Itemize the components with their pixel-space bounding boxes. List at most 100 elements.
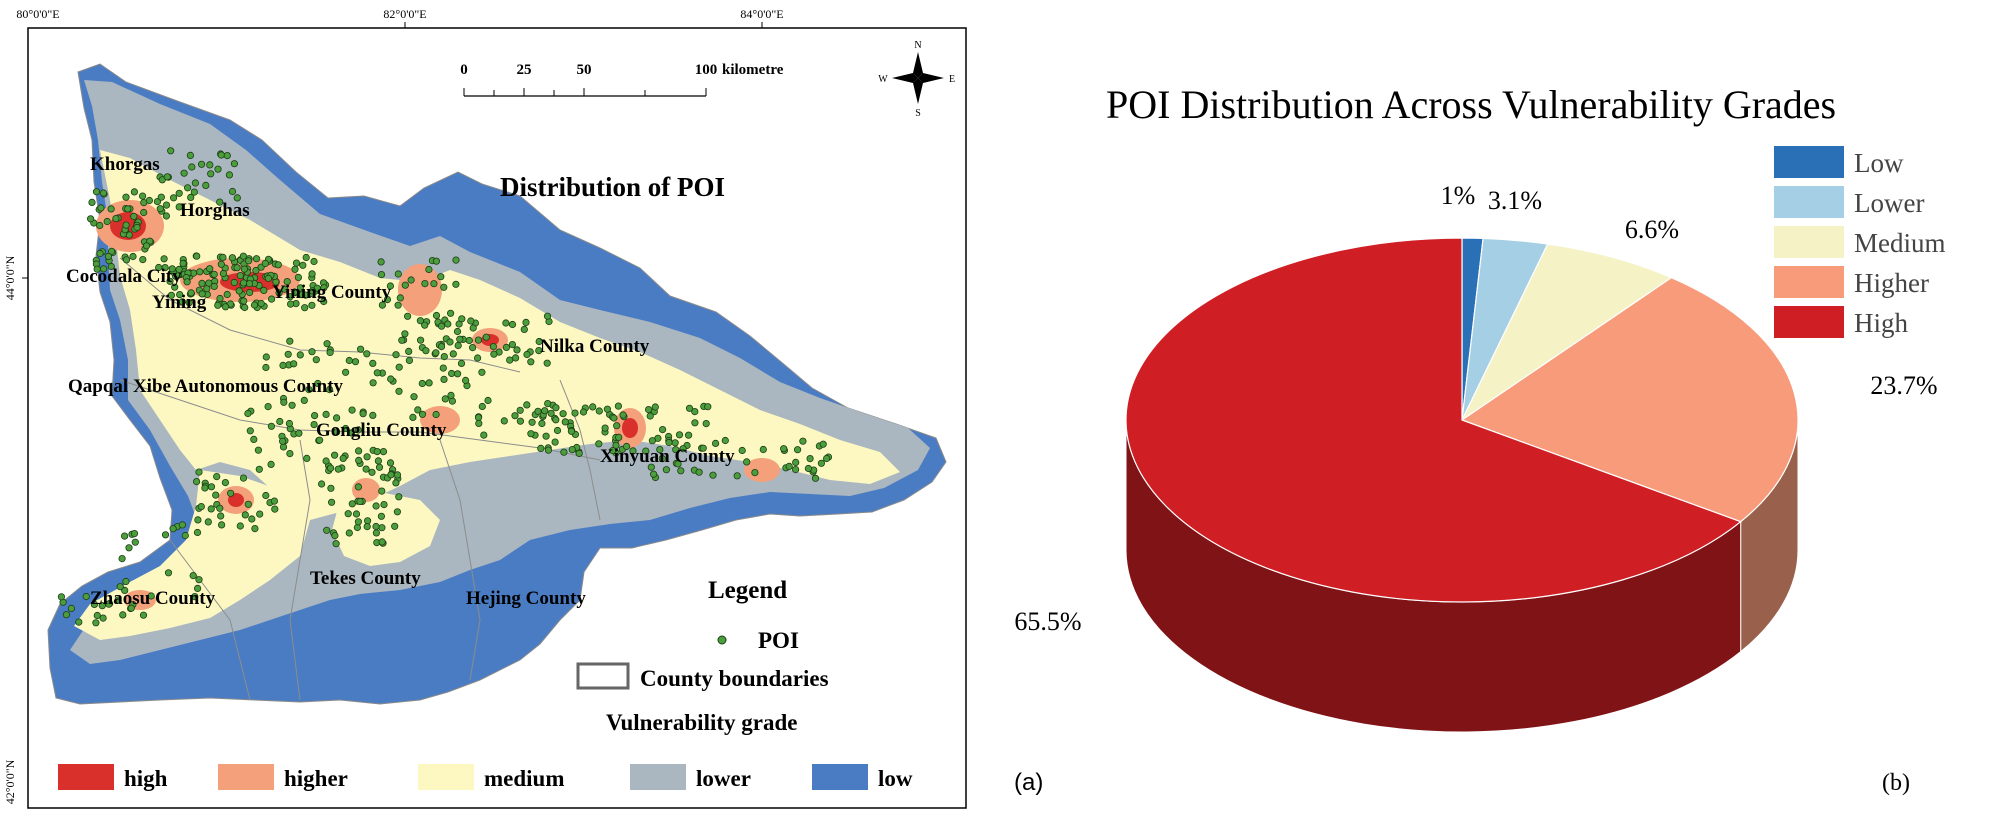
- poi-marker: [383, 295, 391, 304]
- poi-marker: [201, 484, 209, 492]
- poi-marker: [369, 411, 377, 419]
- poi-marker: [305, 385, 313, 394]
- poi-marker: [394, 301, 402, 309]
- poi-marker: [213, 472, 221, 481]
- poi-marker: [444, 320, 452, 328]
- poi-marker: [354, 447, 363, 455]
- legend-title: Legend: [708, 577, 787, 604]
- poi-marker: [168, 265, 176, 273]
- poi-marker: [178, 521, 186, 529]
- poi-marker: [202, 181, 210, 189]
- poi-marker: [188, 163, 196, 171]
- poi-marker: [513, 346, 521, 354]
- poi-marker: [240, 297, 248, 305]
- pie-legend: Low Lower Medium Higher High: [1774, 146, 1946, 338]
- poi-marker: [198, 160, 206, 168]
- poi-marker: [276, 417, 284, 426]
- poi-marker: [395, 363, 403, 371]
- poi-marker: [286, 293, 294, 301]
- poi-marker: [214, 301, 222, 309]
- poi-marker: [310, 420, 318, 429]
- poi-marker: [116, 583, 124, 591]
- poi-marker: [217, 260, 225, 268]
- poi-marker: [198, 279, 206, 287]
- poi-marker: [264, 274, 272, 282]
- poi-marker: [579, 408, 588, 416]
- poi-marker: [248, 515, 256, 523]
- poi-marker: [440, 352, 448, 361]
- poi-marker: [369, 359, 377, 367]
- poi-marker: [107, 262, 115, 271]
- poi-marker: [217, 151, 225, 159]
- poi-marker: [162, 201, 171, 209]
- poi-marker: [453, 327, 462, 336]
- poi-marker: [99, 614, 107, 622]
- poi-marker: [223, 152, 231, 160]
- poi-marker: [139, 192, 147, 200]
- poi-marker: [235, 287, 243, 295]
- poi-marker: [474, 336, 482, 344]
- poi-marker: [295, 429, 303, 437]
- poi-marker: [353, 523, 361, 532]
- poi-marker: [575, 449, 583, 457]
- poi-marker: [453, 370, 462, 378]
- poi-marker: [691, 419, 699, 427]
- poi-marker: [373, 447, 381, 456]
- county-labels: Khorgas Horghas Cocodala City Yining Yin…: [66, 154, 735, 609]
- pie-value-label-low: 1%: [1441, 181, 1476, 210]
- poi-marker: [684, 431, 693, 439]
- poi-marker: [440, 375, 448, 383]
- poi-marker: [108, 247, 116, 255]
- poi-marker: [170, 194, 178, 202]
- poi-marker: [207, 483, 216, 491]
- poi-marker: [437, 342, 446, 351]
- poi-marker: [133, 223, 141, 232]
- poi-marker: [347, 429, 356, 437]
- poi-marker: [534, 407, 542, 415]
- poi-marker: [122, 577, 130, 586]
- poi-marker: [140, 208, 148, 217]
- poi-marker: [183, 278, 191, 286]
- poi-marker: [332, 540, 340, 548]
- poi-marker: [162, 212, 170, 220]
- poi-marker: [193, 252, 201, 260]
- poi-marker: [759, 445, 767, 454]
- poi-marker: [216, 198, 224, 206]
- poi-marker: [780, 445, 788, 453]
- grade-swatch-medium: [418, 764, 474, 790]
- poi-marker: [527, 358, 535, 366]
- poi-marker: [359, 410, 367, 418]
- poi-marker: [379, 447, 388, 456]
- poi-marker: [210, 270, 218, 278]
- poi-marker: [449, 350, 457, 358]
- poi-marker: [378, 487, 386, 495]
- poi-marker: [239, 474, 248, 482]
- poi-marker: [290, 360, 298, 368]
- poi-marker: [672, 446, 680, 454]
- poi-marker: [93, 265, 101, 273]
- poi-marker: [447, 369, 456, 378]
- poi-marker: [658, 425, 667, 434]
- poi-marker: [308, 270, 316, 278]
- poi-marker: [176, 290, 184, 299]
- poi-marker: [560, 448, 568, 456]
- poi-marker: [523, 401, 531, 409]
- pie-value-label-higher: 23.7%: [1870, 371, 1937, 400]
- pie-title: POI Distribution Across Vulnerability Gr…: [1106, 82, 1836, 127]
- poi-marker: [377, 258, 385, 266]
- poi-marker: [291, 265, 299, 273]
- poi-marker: [223, 290, 231, 299]
- grade-label-low: low: [878, 766, 913, 791]
- poi-marker: [216, 294, 224, 303]
- poi-marker: [300, 396, 308, 404]
- poi-marker: [185, 299, 193, 307]
- poi-marker: [147, 592, 155, 600]
- poi-marker: [206, 161, 214, 169]
- poi-marker: [595, 407, 603, 415]
- pie-value-label-high: 65.5%: [1014, 607, 1081, 636]
- poi-marker: [271, 505, 279, 513]
- poi-marker: [225, 171, 233, 179]
- poi-marker: [520, 325, 528, 333]
- poi-marker: [541, 407, 549, 415]
- poi-marker: [251, 524, 259, 533]
